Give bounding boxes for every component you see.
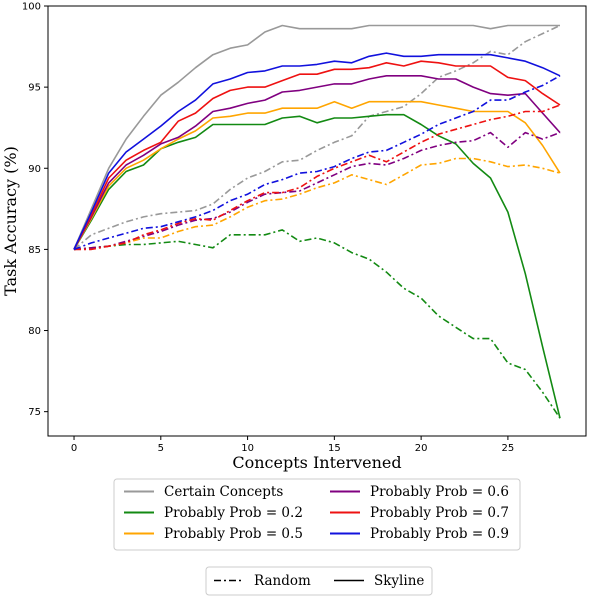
x-tick-label: 5	[158, 443, 164, 454]
series-line-10-solid	[73, 52, 561, 250]
style-legend-label: Random	[254, 573, 311, 589]
series-line-5-dashdot	[73, 157, 561, 251]
series-line-2-solid	[73, 113, 561, 419]
series-line-3-dashdot	[73, 229, 561, 419]
series-line-8-solid	[73, 60, 561, 250]
legend-label: Probably Prob = 0.5	[164, 526, 303, 542]
x-tick-label: 0	[71, 443, 77, 454]
legend-label: Probably Prob = 0.2	[164, 505, 303, 521]
series-line-7-dashdot	[73, 131, 561, 251]
legend-label: Certain Concepts	[164, 484, 283, 500]
plot-frame	[47, 5, 587, 437]
y-tick-label: 95	[28, 83, 41, 94]
y-tick-label: 100	[22, 2, 41, 13]
series-line-0-solid	[73, 24, 560, 250]
series-legend-box	[113, 478, 521, 551]
x-tick-label: 10	[241, 443, 254, 454]
y-tick-label: 85	[28, 245, 41, 256]
y-tick-label: 75	[28, 407, 41, 418]
style-legend-box	[205, 566, 433, 596]
y-tick-label: 90	[28, 164, 41, 175]
x-tick-label: 25	[502, 443, 515, 454]
x-axis-ticks: 0 5 10 15 20 25	[71, 436, 514, 454]
plot-area	[73, 24, 561, 419]
legend-label: Probably Prob = 0.7	[370, 505, 509, 521]
x-tick-label: 20	[415, 443, 428, 454]
series-line-6-solid	[73, 75, 561, 250]
legend-label: Probably Prob = 0.6	[370, 484, 509, 500]
y-axis-ticks: 75 80 85 90 95 100	[22, 2, 48, 418]
style-legend: Random Skyline	[205, 566, 433, 596]
y-tick-label: 80	[28, 326, 41, 337]
legend-label: Probably Prob = 0.9	[370, 526, 509, 542]
y-axis-title: Task Accuracy (%)	[1, 146, 20, 296]
series-line-9-dashdot	[74, 104, 561, 251]
series-line-11-dashdot	[73, 75, 561, 251]
x-tick-label: 15	[328, 443, 341, 454]
x-axis-title: Concepts Intervened	[232, 453, 401, 472]
series-line-4-solid	[73, 100, 561, 250]
style-legend-label: Skyline	[374, 573, 424, 589]
series-legend: Certain Concepts Probably Prob = 0.2 Proba…	[113, 478, 521, 551]
